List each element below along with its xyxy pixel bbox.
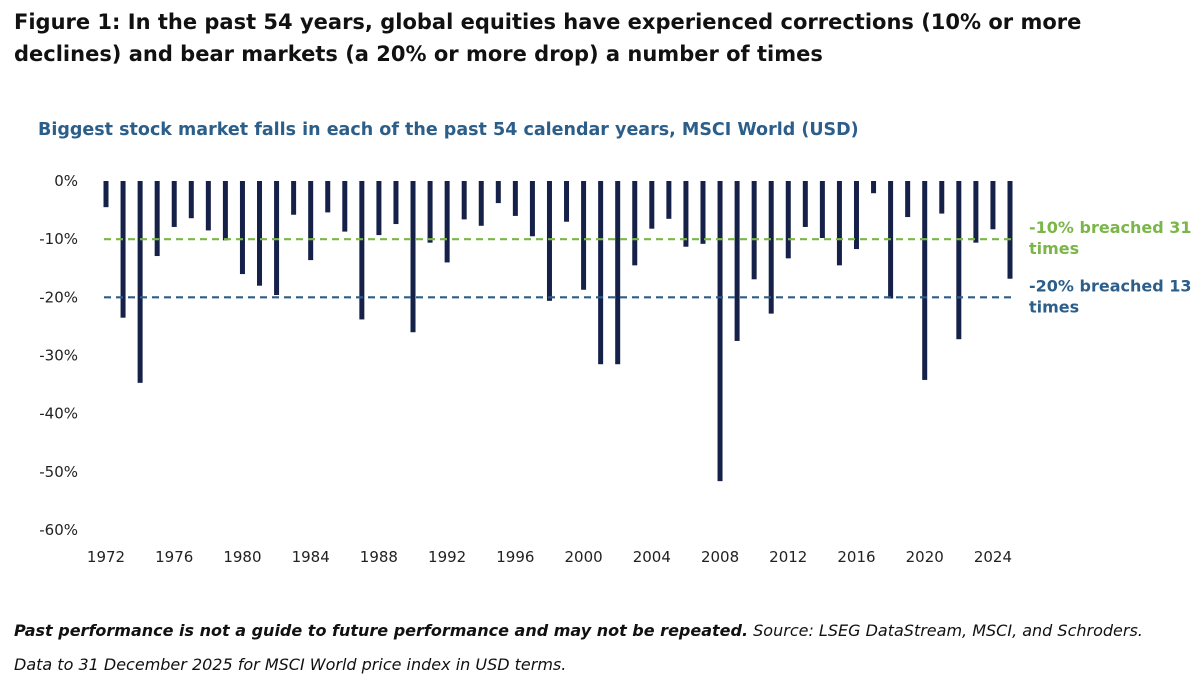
bar-1987 — [359, 181, 365, 320]
footnote-disclaimer: Past performance is not a guide to futur… — [14, 621, 749, 640]
figure-title: Figure 1: In the past 54 years, global e… — [14, 10, 1082, 66]
bar-1978 — [205, 181, 211, 231]
bar-2019 — [905, 181, 911, 218]
bar-1981 — [257, 181, 263, 286]
bar-1993 — [461, 181, 467, 220]
reference-lines — [104, 238, 1016, 299]
y-tick-label: -40% — [39, 405, 78, 423]
x-tick-label: 2024 — [974, 548, 1012, 566]
bar-2014 — [819, 181, 825, 239]
bar-1991 — [427, 181, 433, 243]
reference-label-20: times — [1029, 297, 1079, 316]
bar-2009 — [734, 181, 740, 341]
x-tick-label: 1992 — [428, 548, 466, 566]
bar-1998 — [546, 181, 552, 301]
bar-2004 — [649, 181, 655, 229]
x-tick-label: 1988 — [360, 548, 398, 566]
bar-1988 — [376, 181, 382, 236]
bar-2007 — [700, 181, 706, 244]
bar-2011 — [768, 181, 774, 314]
bar-1999 — [564, 181, 570, 222]
x-tick-label: 1976 — [155, 548, 193, 566]
bar-2025 — [1007, 181, 1013, 279]
bar-1972 — [103, 181, 109, 208]
bar-1977 — [188, 181, 194, 219]
bar-1990 — [410, 181, 416, 333]
footnote: Past performance is not a guide to futur… — [14, 614, 1154, 682]
y-tick-label: -10% — [39, 230, 78, 248]
bar-1975 — [154, 181, 160, 257]
footnote-source: Source: LSEG DataStream, MSCI, and Schro… — [14, 621, 1143, 674]
x-tick-label: 2008 — [701, 548, 739, 566]
x-tick-label: 2016 — [837, 548, 875, 566]
y-tick-label: -30% — [39, 347, 78, 365]
bar-2002 — [615, 181, 621, 365]
bar-2005 — [666, 181, 672, 219]
x-axis-ticks: 1972 1976 1980 1984 1988 1992 1996 2000 2004 2008… — [87, 548, 1012, 566]
bar-2022 — [956, 181, 962, 340]
bar-2023 — [973, 181, 979, 243]
x-tick-label: 2012 — [769, 548, 807, 566]
bar-2010 — [751, 181, 757, 280]
bar-1996 — [512, 181, 518, 216]
bar-1973 — [120, 181, 126, 318]
bar-1994 — [478, 181, 484, 226]
bar-2000 — [581, 181, 587, 290]
bar-2017 — [871, 181, 877, 194]
bar-2015 — [836, 181, 842, 266]
x-tick-label: 2020 — [906, 548, 944, 566]
bar-2013 — [802, 181, 808, 227]
reference-label-10: -10% breached 31 — [1029, 218, 1192, 237]
bar-2024 — [990, 181, 996, 230]
reference-labels: -10% breached 31 times -20% breached 13 tim… — [1029, 218, 1192, 316]
bar-1985 — [325, 181, 331, 213]
y-tick-label: -20% — [39, 288, 78, 306]
bar-2008 — [717, 181, 723, 482]
bar-1989 — [393, 181, 399, 225]
reference-label-20: -20% breached 13 — [1029, 276, 1192, 295]
bar-2001 — [598, 181, 604, 365]
bar-1986 — [342, 181, 348, 232]
bar-1992 — [444, 181, 450, 263]
bars — [103, 181, 1013, 482]
y-tick-label: -60% — [39, 521, 78, 539]
bar-1976 — [171, 181, 177, 227]
bar-2016 — [853, 181, 859, 250]
x-tick-label: 1984 — [292, 548, 330, 566]
bar-2012 — [785, 181, 791, 259]
bar-1997 — [529, 181, 535, 237]
x-tick-label: 1972 — [87, 548, 125, 566]
x-tick-label: 1996 — [496, 548, 534, 566]
chart-title: Biggest stock market falls in each of th… — [38, 120, 859, 140]
bar-1979 — [222, 181, 228, 241]
reference-label-10: times — [1029, 239, 1079, 258]
x-tick-label: 2004 — [633, 548, 671, 566]
bar-2021 — [939, 181, 945, 214]
bar-1983 — [291, 181, 297, 215]
bar-2006 — [683, 181, 689, 247]
y-tick-label: -50% — [39, 463, 78, 481]
bar-1980 — [239, 181, 245, 275]
x-tick-label: 1980 — [223, 548, 261, 566]
x-tick-label: 2000 — [564, 548, 602, 566]
bar-1995 — [495, 181, 501, 204]
bar-1984 — [308, 181, 314, 261]
y-axis-ticks: 0% -10% -20% -30% -40% -50% -60% — [39, 172, 78, 539]
bar-1982 — [274, 181, 280, 296]
y-tick-label: 0% — [54, 172, 78, 190]
bar-2003 — [632, 181, 638, 266]
bar-1974 — [137, 181, 143, 383]
bar-2020 — [922, 181, 928, 380]
bar-chart: 0%-10%-20%-30%-40%-50%-60% 1972 1976 1980 1… — [39, 172, 1192, 566]
